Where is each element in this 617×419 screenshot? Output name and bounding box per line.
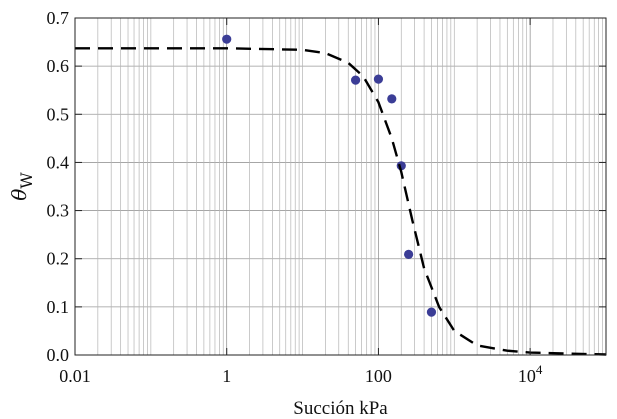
y-tick-label: 0.4 [47, 152, 70, 172]
series-layer [75, 34, 607, 356]
y-tick-label: 0.3 [47, 201, 70, 221]
ticks-layer: 0.0 0.1 0.2 0.3 0.4 0.5 0.6 0.7 0.01 1 100 104 [47, 8, 606, 386]
y-axis-title-subscript: W [17, 172, 36, 189]
y-tick-label: 0.5 [47, 104, 70, 124]
x-axis-title: Succión kPa [293, 398, 388, 419]
plot-frame [74, 17, 607, 356]
x-tick-label: 1 [222, 366, 231, 386]
x-tick-label: 0.01 [59, 366, 91, 386]
x-tick-exponent: 4 [536, 362, 543, 377]
data-point [373, 74, 384, 84]
y-axis-title: θW [7, 172, 36, 201]
y-tick-label: 0.7 [47, 8, 70, 28]
data-point [426, 307, 437, 317]
y-tick-label: 0.0 [47, 345, 70, 365]
data-point [350, 75, 361, 85]
x-tick-label: 104 [518, 362, 543, 386]
data-point [404, 249, 414, 259]
grid [74, 17, 606, 356]
y-tick-label: 0.2 [47, 249, 70, 269]
y-axis-title-symbol: θ [7, 189, 31, 201]
fit-curve-line [75, 47, 607, 356]
y-tick-label: 0.6 [47, 56, 70, 76]
data-point [222, 34, 232, 44]
y-tick-label: 0.1 [47, 297, 70, 317]
x-tick-label: 100 [365, 366, 392, 386]
data-point [387, 94, 397, 104]
